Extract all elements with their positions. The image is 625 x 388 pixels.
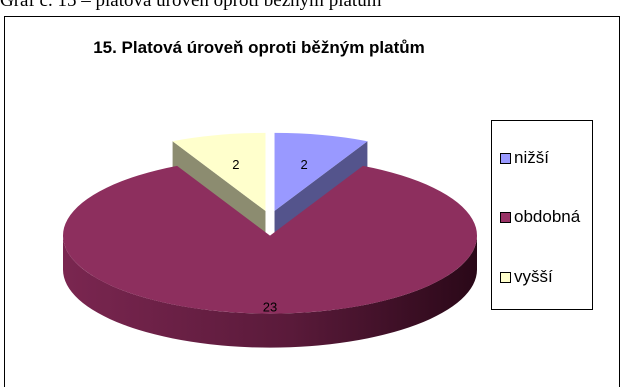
data-label-vyssi: 2 [232,157,239,172]
legend-label-vyssi: vyšší [514,267,553,286]
legend-item-nizsi: nižší [500,147,549,169]
legend-swatch-vyssi [500,271,511,283]
chart-area: 15. Platová úroveň oproti běžným platům … [4,16,620,387]
legend-swatch-nizsi [500,152,511,164]
data-label-nizsi: 2 [301,157,308,172]
slice-obdobna [62,165,478,314]
legend-item-obdobna: obdobná [500,206,580,228]
legend-swatch-obdobna [500,211,511,223]
chart-title: 15. Platová úroveň oproti běžným platům [93,38,425,57]
slice-nizsi [274,132,368,211]
slice-side-obdobna [63,235,477,348]
legend-item-vyssi: vyšší [500,266,553,288]
data-label-obdobna: 23 [263,299,277,314]
chart-legend: nižší obdobná vyšší [491,120,593,310]
legend-label-nizsi: nižší [514,148,549,167]
figure-caption: Graf č. 15 – platová úroveň oproti běžný… [0,0,382,11]
legend-label-obdobna: obdobná [514,207,581,226]
pie-chart: 2 23 2 [62,132,478,348]
slice-vyssi [172,132,266,211]
